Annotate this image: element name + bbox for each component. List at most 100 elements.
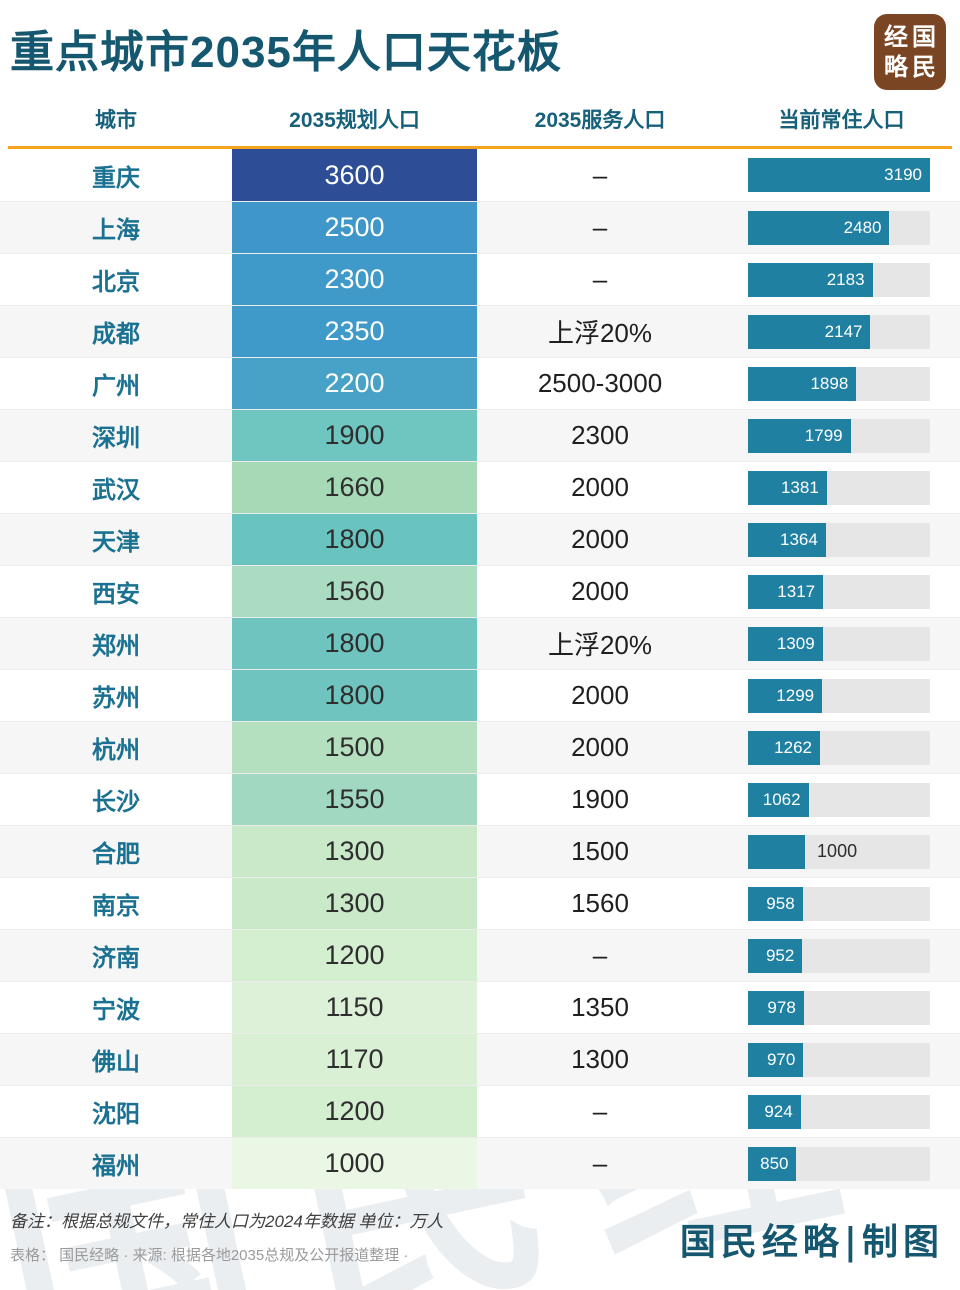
table-row: 合肥 1300 1500 1000 (0, 825, 960, 877)
city-name: 南京 (92, 893, 140, 920)
service-value: – (592, 1096, 608, 1126)
planned-cell: 1800 (232, 514, 477, 565)
service-value: – (592, 159, 608, 190)
bar-track: 1364 (748, 522, 930, 557)
planned-cell: 2500 (232, 202, 477, 253)
planned-cell: 1300 (232, 878, 477, 929)
bar-label-inside: 1262 (774, 737, 812, 757)
bar-track: 2147 (748, 314, 930, 349)
current-bar-cell: 924 (723, 1086, 960, 1137)
bar-fill: 3190 (748, 158, 930, 192)
table-row: 沈阳 1200 – 924 (0, 1085, 960, 1137)
table-row: 济南 1200 – 952 (0, 929, 960, 981)
table-body: 重庆 3600 – 3190 上海 2500 – 2480 北京 2300 – (0, 149, 960, 1189)
service-value: 2300 (571, 420, 629, 450)
city-name: 郑州 (92, 633, 140, 660)
bar-track: 3190 (748, 158, 930, 192)
planned-cell: 1660 (232, 462, 477, 513)
bar-fill: 1364 (748, 522, 826, 557)
brand-logo-char: 略 (884, 52, 908, 81)
table-row: 宁波 1150 1350 978 (0, 981, 960, 1033)
bar-track: 1062 (748, 782, 930, 817)
bar-track: 970 (748, 1042, 930, 1077)
current-bar-cell: 1299 (723, 670, 960, 721)
current-bar-cell: 2183 (723, 254, 960, 305)
current-bar-cell: 952 (723, 930, 960, 981)
bar-label-inside: 1364 (779, 529, 818, 549)
bar-label-inside: 2147 (824, 321, 863, 341)
bar-track: 1799 (748, 418, 930, 453)
service-value: – (592, 212, 608, 242)
bar-track: 850 (748, 1146, 930, 1181)
city-name: 杭州 (92, 737, 140, 764)
bar-track: 2480 (748, 210, 930, 245)
bar-fill: 1381 (748, 470, 827, 505)
bar-track: 978 (748, 990, 930, 1025)
current-bar-cell: 970 (723, 1034, 960, 1085)
service-value: 1500 (571, 836, 629, 866)
service-value: 1300 (571, 1044, 629, 1074)
bar-label-inside: 850 (760, 1153, 789, 1173)
planned-cell: 2350 (232, 306, 477, 357)
current-bar-cell: 2147 (723, 306, 960, 357)
service-value: 1560 (571, 888, 629, 918)
column-header-planned: 2035规划人口 (289, 109, 420, 132)
planned-cell: 1800 (232, 618, 477, 669)
page-title: 重点城市2035年人口天花板 (10, 28, 562, 77)
table-row: 广州 2200 2500-3000 1898 (0, 357, 960, 409)
bar-label-inside: 1309 (776, 633, 815, 653)
bar-label-inside: 1898 (810, 373, 849, 393)
bar-fill: 1309 (748, 626, 823, 661)
city-name: 合肥 (92, 841, 140, 868)
city-name: 沈阳 (92, 1101, 140, 1128)
planned-cell: 1300 (232, 826, 477, 877)
brand-signature: 国民经略|制图 (679, 1221, 944, 1263)
table-row: 郑州 1800 上浮20% 1309 (0, 617, 960, 669)
table-row: 南京 1300 1560 958 (0, 877, 960, 929)
planned-cell: 1800 (232, 670, 477, 721)
table-row: 深圳 1900 2300 1799 (0, 409, 960, 461)
city-name: 成都 (92, 321, 140, 348)
table-row: 福州 1000 – 850 (0, 1137, 960, 1189)
bar-fill: 978 (748, 990, 804, 1025)
table-row: 佛山 1170 1300 970 (0, 1033, 960, 1085)
planned-cell: 1170 (232, 1034, 477, 1085)
bar-label-inside: 2480 (843, 217, 882, 237)
bar-track: 1381 (748, 470, 930, 505)
brand-logo-char: 国 (912, 22, 936, 51)
service-value: 上浮20% (547, 318, 653, 348)
service-value: – (592, 1148, 608, 1178)
header-rule (8, 146, 952, 149)
brand-logo-char: 民 (912, 52, 936, 81)
table-row: 成都 2350 上浮20% 2147 (0, 305, 960, 357)
bar-fill: 2480 (748, 210, 890, 245)
bar-label-inside: 3190 (884, 165, 922, 184)
city-name: 佛山 (92, 1049, 140, 1076)
bar-fill: 1799 (748, 418, 851, 453)
city-name: 武汉 (92, 477, 140, 504)
city-name: 北京 (92, 269, 140, 296)
planned-cell: 2200 (232, 358, 477, 409)
city-name: 重庆 (92, 164, 140, 192)
current-bar-cell: 2480 (723, 202, 960, 253)
brand-logo: 经 国 略 民 (874, 14, 946, 90)
service-value: 2000 (571, 576, 629, 606)
footnote-credit: 表格： 国民经略 · 来源: 根据各地2035总规及公开报道整理 · (10, 1247, 409, 1264)
bar-track: 924 (748, 1094, 930, 1129)
current-bar-cell: 1381 (723, 462, 960, 513)
service-value: 2500-3000 (537, 368, 663, 398)
bar-label-inside: 978 (767, 997, 796, 1017)
city-name: 深圳 (92, 425, 140, 452)
bar-fill: 850 (748, 1146, 797, 1181)
bar-fill: 952 (748, 938, 803, 973)
brand-logo-char: 经 (884, 22, 908, 51)
bar-fill: 1898 (748, 366, 857, 401)
service-value: 1350 (571, 992, 629, 1022)
bar-track: 952 (748, 938, 930, 973)
planned-cell: 1500 (232, 722, 477, 773)
bar-track: 1317 (748, 574, 930, 609)
service-value: 2000 (571, 732, 629, 762)
current-bar-cell: 1262 (723, 722, 960, 773)
service-value: 1900 (571, 784, 629, 814)
